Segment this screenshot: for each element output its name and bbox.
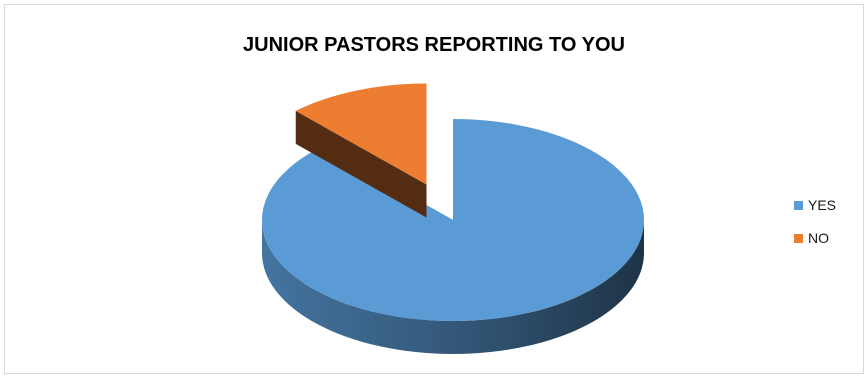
legend-swatch-no [794,233,803,243]
legend-swatch-yes [794,200,803,210]
legend-item-no: NO [794,228,836,248]
chart-legend: YES NO [794,195,836,261]
chart-title: JUNIOR PASTORS REPORTING TO YOU [243,34,625,56]
pie-slice-yes-side [262,220,644,354]
pie-slice-no-top [295,83,427,185]
legend-label-no: NO [808,230,829,246]
pie-slice-no [295,83,427,218]
pie-slice-no-wall [295,110,427,218]
legend-label-yes: YES [808,197,837,213]
legend-item-yes: YES [794,195,836,215]
